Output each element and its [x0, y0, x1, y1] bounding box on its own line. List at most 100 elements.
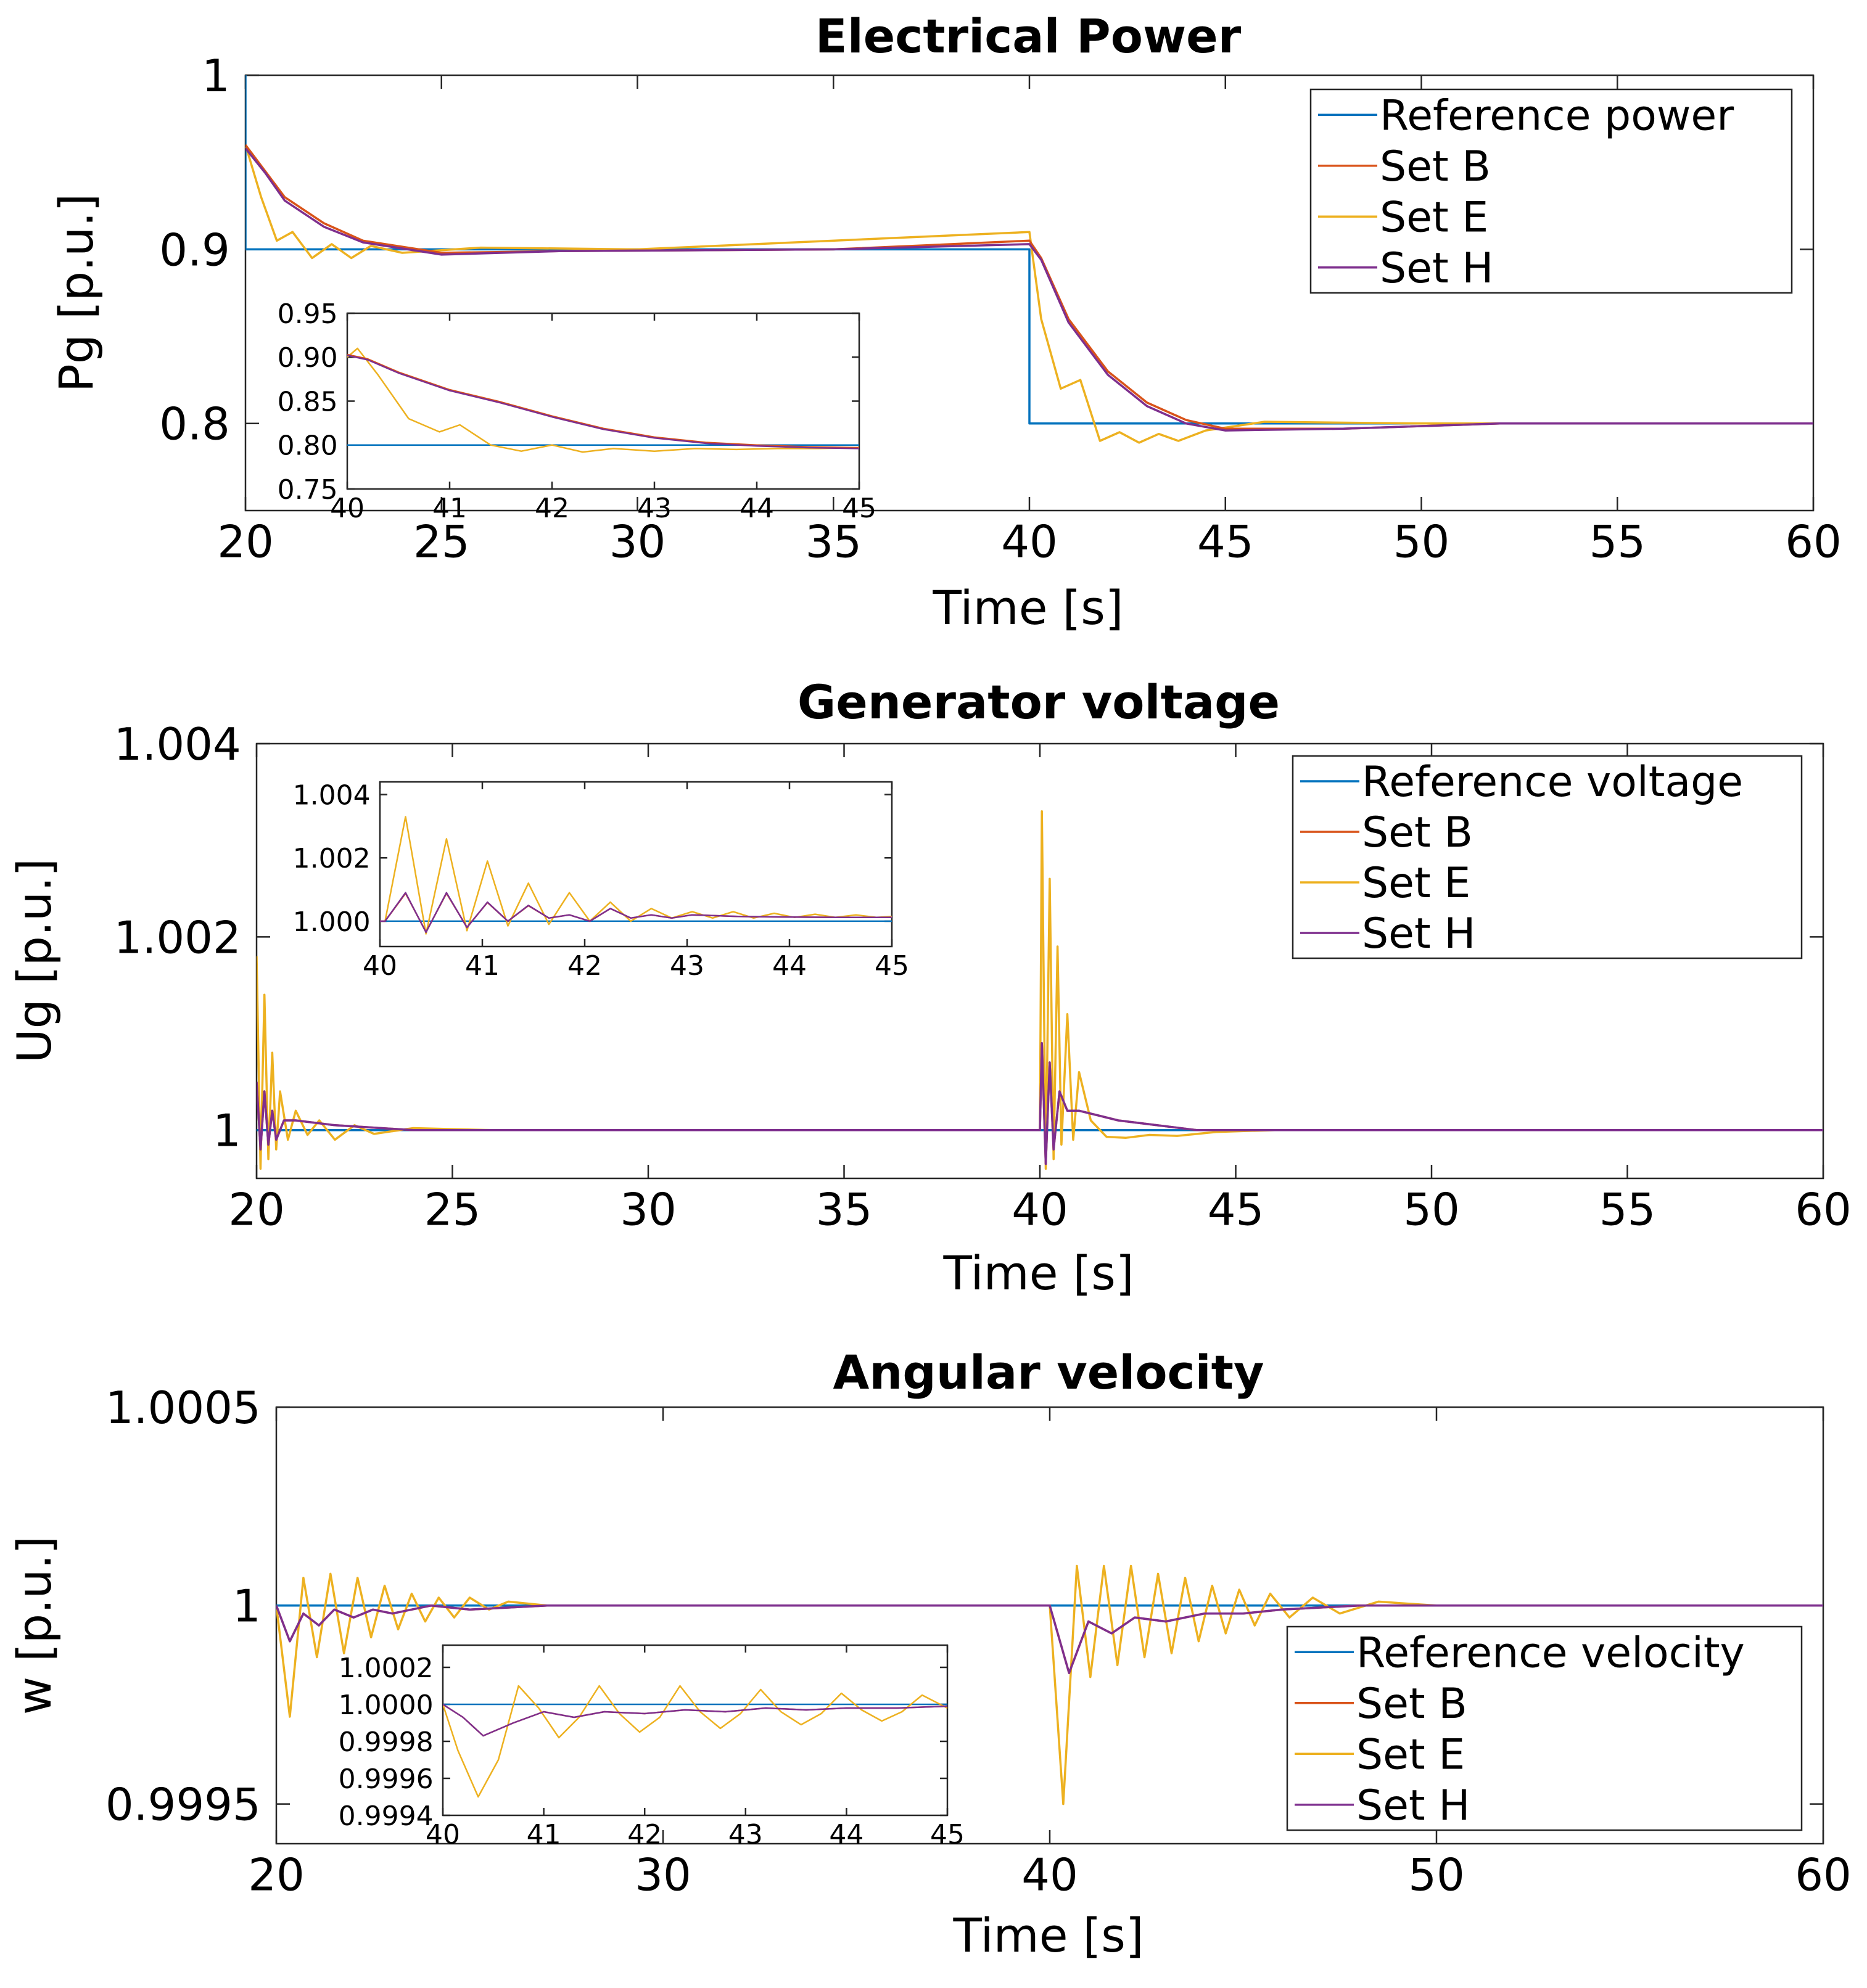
inset-xtick-label: 41: [527, 1819, 561, 1850]
inset-xtick-label: 45: [930, 1819, 965, 1850]
inset-xtick-label: 43: [637, 493, 672, 524]
legend-entry: Set E: [1380, 193, 1488, 242]
main-series-set-h: [257, 1041, 1823, 1165]
inset-xtick-label: 42: [567, 950, 602, 982]
inset-series-set-e: [380, 816, 892, 935]
main-xtick-label: 50: [1393, 516, 1450, 568]
main-series-set-e: [257, 810, 1823, 1170]
inset-series-set-b: [347, 353, 859, 449]
legend-entry: Reference voltage: [1362, 758, 1743, 807]
main-xtick-label: 45: [1197, 516, 1254, 568]
inset-ytick-label: 1.0000: [339, 1690, 434, 1721]
inset-xtick-label: 42: [535, 493, 569, 524]
main-series-set-h: [245, 147, 1813, 432]
main-xtick-label: 45: [1208, 1184, 1264, 1236]
main-xtick-label: 55: [1599, 1184, 1656, 1236]
inset-xtick-label: 44: [740, 493, 774, 524]
chart-title: Electrical Power: [815, 9, 1242, 64]
chart-panel-2: 20 25 30 35 40 45 50 55 60 1 1.002 1.004 40 41 42 43 44 4…: [7, 675, 1852, 1300]
inset-xtick-label: 42: [627, 1819, 662, 1850]
legend-box: [1286, 1625, 1803, 1831]
main-series-set-h: [276, 1604, 1823, 1674]
inset-xtick-label: 40: [426, 1819, 460, 1850]
main-xtick-label: 35: [805, 516, 862, 568]
legend-box: [1292, 755, 1803, 959]
inset-ytick-label: 0.95: [278, 298, 338, 330]
chart-panel-3: 20 30 40 50 60 0.9995 1 1.0005 40 41 42 43 44 45 0.999…: [7, 1345, 1852, 1963]
main-ytick-label: 0.9995: [105, 1779, 261, 1831]
y-axis-label: Pg [p.u.]: [49, 194, 104, 392]
inset-ytick-label: 0.85: [278, 386, 338, 417]
inset-ytick-label: 1.004: [293, 779, 371, 811]
inset-xtick-label: 44: [772, 950, 807, 982]
inset-axes-box: [346, 312, 860, 490]
legend-entry: Set E: [1356, 1730, 1465, 1779]
legend-entry: Set B: [1380, 142, 1491, 191]
inset-series-set-e: [443, 1685, 947, 1798]
main-xtick-label: 50: [1408, 1849, 1465, 1901]
main-xtick-label: 25: [413, 516, 470, 568]
legend-entry: Set E: [1362, 859, 1470, 908]
inset-series-set-h: [347, 355, 859, 450]
main-ytick-label: 1.004: [114, 718, 241, 770]
main-ytick-label: 1: [213, 1105, 241, 1157]
y-axis-label: w [p.u.]: [7, 1536, 62, 1715]
main-xtick-label: 60: [1795, 1849, 1852, 1901]
main-xtick-label: 35: [816, 1184, 873, 1236]
legend-entry: Set H: [1362, 910, 1475, 958]
inset-series-set-e: [347, 347, 859, 453]
main-series-reference-power: [245, 75, 1813, 425]
inset-ytick-label: 1.002: [293, 843, 371, 874]
x-axis-label: Time [s]: [952, 1908, 1144, 1963]
y-axis-label: Ug [p.u.]: [7, 858, 62, 1063]
inset-xtick-label: 41: [432, 493, 467, 524]
main-xtick-label: 30: [609, 516, 666, 568]
legend-entry: Set B: [1356, 1680, 1467, 1728]
inset-ytick-label: 0.9996: [339, 1764, 434, 1795]
inset-ytick-label: 0.9994: [339, 1801, 434, 1832]
legend-entry: Reference power: [1380, 91, 1734, 140]
main-xtick-label: 55: [1589, 516, 1646, 568]
inset-axes-box: [442, 1644, 949, 1817]
chart-panel-1: 20 25 30 35 40 45 50 55 60 0.8 0.9 1 40 41 42 43 44 45 0.7…: [49, 9, 1842, 635]
main-xtick-label: 20: [248, 1849, 305, 1901]
inset-xtick-label: 45: [842, 493, 876, 524]
inset-xtick-label: 45: [875, 950, 909, 982]
inset-series-set-h: [380, 892, 892, 934]
main-ytick-label: 1: [233, 1580, 261, 1632]
main-xtick-label: 20: [228, 1184, 285, 1236]
inset-ytick-label: 0.9998: [339, 1727, 434, 1758]
inset-ytick-label: 0.80: [278, 430, 338, 462]
main-xtick-label: 40: [1012, 1184, 1068, 1236]
legend-entry: Set B: [1362, 808, 1473, 857]
main-xtick-label: 40: [1001, 516, 1058, 568]
main-xtick-label: 20: [217, 516, 274, 568]
chart-title: Angular velocity: [833, 1345, 1264, 1400]
inset-ytick-label: 1.000: [293, 906, 371, 938]
main-ytick-label: 1.002: [114, 911, 241, 963]
inset-xtick-label: 44: [829, 1819, 863, 1850]
main-xtick-label: 50: [1403, 1184, 1460, 1236]
inset-ytick-label: 0.90: [278, 342, 338, 374]
main-series-set-e: [245, 144, 1813, 444]
main-xtick-label: 25: [424, 1184, 481, 1236]
legend-entry: Set H: [1380, 244, 1493, 293]
inset-xtick-label: 40: [330, 493, 365, 524]
inset-xtick-label: 43: [728, 1819, 763, 1850]
main-xtick-label: 30: [620, 1184, 677, 1236]
inset-xtick-label: 43: [670, 950, 704, 982]
main-xtick-label: 30: [635, 1849, 691, 1901]
main-xtick-label: 60: [1785, 516, 1842, 568]
inset-ytick-label: 0.75: [278, 474, 338, 506]
legend-entry: Set H: [1356, 1781, 1470, 1830]
legend-entry: Reference velocity: [1356, 1629, 1745, 1677]
inset-axes-box: [379, 781, 893, 948]
legend-box: [1309, 88, 1793, 294]
main-ytick-label: 1.0005: [105, 1382, 261, 1434]
main-ytick-label: 0.8: [159, 398, 230, 450]
x-axis-label: Time [s]: [932, 580, 1123, 635]
inset-series-set-h: [443, 1703, 947, 1737]
x-axis-label: Time [s]: [942, 1246, 1134, 1300]
inset-ytick-label: 1.0002: [339, 1653, 434, 1684]
